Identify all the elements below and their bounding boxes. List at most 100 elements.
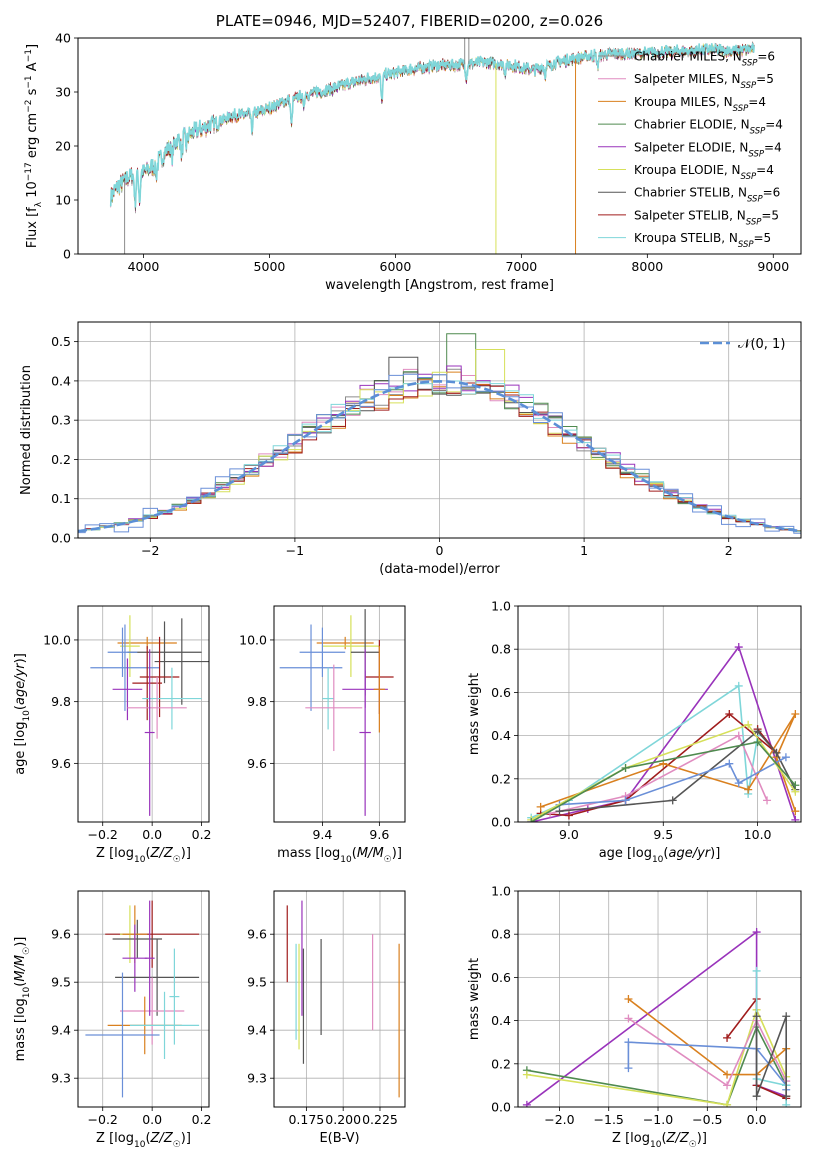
y-tick-label: 9.5 [247, 975, 267, 990]
weight-marker [564, 811, 573, 820]
errorbar-point [139, 636, 180, 718]
y-tick-label: 0 [63, 247, 71, 262]
errorbar-point [115, 939, 200, 1016]
y-tick-label: 0.5 [51, 334, 71, 349]
weight-marker [781, 753, 790, 762]
y-tick-label: 9.8 [51, 694, 71, 709]
weight-line [549, 734, 768, 815]
mass-weight-vs-z-frame [517, 890, 802, 1108]
y-tick-label: 0.2 [491, 771, 511, 786]
x-tick-label: 10.0 [744, 827, 772, 842]
weight-marker [791, 710, 800, 718]
x-tick-label: −2.0 [544, 1112, 574, 1127]
errorbar-point [90, 624, 160, 711]
errorbar-point [129, 991, 200, 1059]
age-vs-mass-frame [273, 605, 406, 823]
mass-weight-vs-age-panel: 9.0 9.5 10.0 0.0 0.2 0.4 0.6 0.8 1.0 age [log10(a… [467, 599, 802, 865]
errorbar-point [322, 667, 334, 730]
y-tick-label: 0.4 [51, 373, 71, 388]
x-tick-label: 9.5 [653, 827, 673, 842]
residuals-panel: −2 −1 0 1 2 0.0 0.1 0.2 0.3 0.4 0.5 (data-model)/er… [19, 321, 802, 577]
x-tick-label: −0.5 [692, 1112, 722, 1127]
errorbar-point [322, 615, 380, 677]
y-tick-label: 1.0 [491, 884, 511, 899]
x-tick-label: 0.2 [192, 827, 212, 842]
errorbar-point [112, 919, 163, 959]
x-tick-label: −0.2 [88, 827, 118, 842]
weight-marker [744, 720, 753, 729]
legend-label: Chabrier ELODIE, NSSP=4 [634, 118, 783, 137]
y-tick-label: 9.8 [247, 694, 267, 709]
x-tick-label: 8000 [631, 259, 663, 274]
weight-marker [725, 710, 734, 718]
weight-marker [723, 1081, 732, 1090]
errorbar-point [316, 636, 374, 650]
y-tick-label: 40 [55, 31, 71, 46]
residuals-xlabel: (data-model)/error [379, 562, 500, 577]
x-tick-label: 0.200 [325, 1112, 361, 1127]
y-tick-label: 9.6 [51, 927, 71, 942]
x-tick-label: 9.6 [369, 827, 389, 842]
y-tick-label: 9.3 [51, 1071, 71, 1086]
weight-marker [522, 1100, 531, 1107]
y-tick-label: 9.5 [51, 975, 71, 990]
y-tick-label: 30 [55, 85, 71, 100]
x-tick-label: 0.0 [142, 1112, 162, 1127]
errorbar-point [112, 658, 143, 721]
weight-marker [772, 748, 781, 757]
x-tick-label: −0.2 [88, 1112, 118, 1127]
age-vs-mass-panel: 9.4 9.6 9.6 9.8 10.0 mass [log10(M/M☉)] [239, 605, 406, 865]
errorbar-point [169, 948, 180, 1045]
weight-marker [744, 785, 753, 794]
errorbar-point [299, 627, 346, 677]
weight-marker [753, 727, 762, 736]
legend-label: Kroupa STELIB, NSSP=5 [634, 231, 771, 250]
y-tick-label: 10 [55, 193, 71, 208]
mass-vs-z-xlabel: Z [log10(Z/Z☉)] [96, 1131, 191, 1150]
histogram-series [78, 382, 801, 532]
mass-weight-vs-age-plot-area [527, 643, 800, 822]
weight-line [530, 741, 796, 822]
weight-marker [723, 1070, 732, 1079]
x-tick-label: −2 [141, 543, 159, 558]
x-tick-label: 5000 [254, 259, 286, 274]
x-tick-label: 0 [436, 543, 444, 558]
y-tick-label: 0.3 [51, 413, 71, 428]
age-vs-z-ylabel: age [log10(age/yr)] [13, 653, 32, 775]
weight-marker [782, 1092, 791, 1101]
errorbar-point [142, 667, 202, 730]
x-tick-label: −1 [286, 543, 304, 558]
errorbar-point [305, 664, 363, 752]
weight-marker [791, 781, 800, 790]
y-tick-label: 0.2 [51, 452, 71, 467]
errorbar-point [154, 618, 209, 705]
figure-title: PLATE=0946, MJD=52407, FIBERID=0200, z=0… [215, 12, 604, 30]
x-tick-label: 0.2 [192, 1112, 212, 1127]
weight-marker [624, 1064, 633, 1073]
x-tick-label: 0.175 [288, 1112, 324, 1127]
weight-marker [527, 818, 536, 822]
y-tick-label: 9.3 [247, 1071, 267, 1086]
errorbar-point [279, 624, 343, 711]
spectrum-legend: Chabrier MILES, NSSP=6 Salpeter MILES, NS… [598, 50, 783, 250]
legend-label: Salpeter ELODIE, NSSP=4 [634, 140, 782, 159]
weight-marker [723, 1100, 732, 1107]
weight-marker [791, 807, 800, 816]
spectrum-plot-area [109, 38, 755, 254]
weight-line [526, 1007, 787, 1106]
mass-weight-vs-age-ylabel: mass weight [467, 673, 482, 755]
weight-marker [624, 995, 633, 1003]
weight-marker [752, 1012, 761, 1021]
y-tick-label: 0.0 [491, 815, 511, 830]
x-tick-label: 0.0 [142, 827, 162, 842]
residuals-ylabel: Normed distribution [19, 365, 34, 495]
mass-vs-ebv-xlabel: E(B-V) [319, 1131, 359, 1146]
mass-weight-vs-age-frame [517, 605, 802, 823]
weight-marker [624, 1014, 633, 1023]
weight-line [526, 930, 787, 1106]
weight-marker [782, 1012, 791, 1021]
residuals-plot-area [78, 333, 801, 534]
spectrum-line [109, 41, 755, 208]
y-tick-label: 10.0 [239, 632, 267, 647]
weight-line [755, 1016, 787, 1097]
